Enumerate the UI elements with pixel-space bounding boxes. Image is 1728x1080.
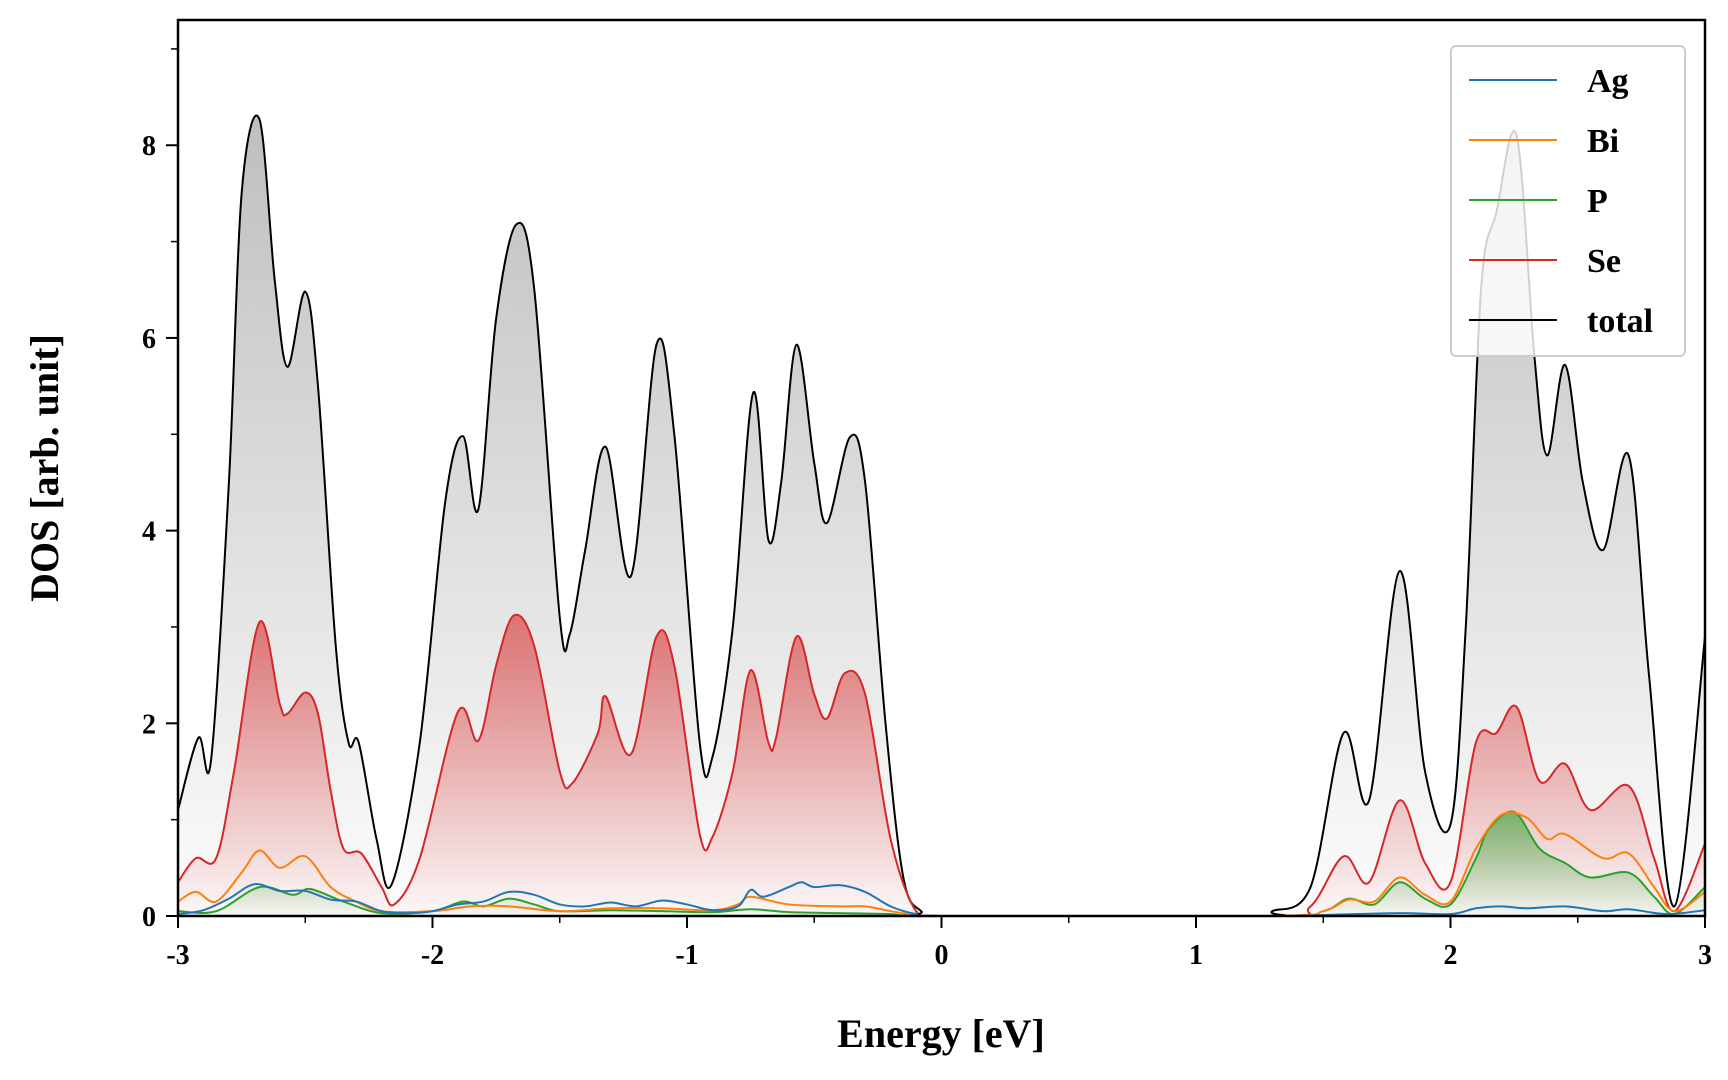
x-tick-label: -3: [166, 940, 189, 971]
x-tick-label: 3: [1698, 940, 1712, 971]
legend-label-total: total: [1587, 303, 1653, 340]
x-tick-label: 1: [1189, 940, 1203, 971]
x-tick-label: 0: [935, 940, 949, 971]
legend-label-se: Se: [1587, 243, 1621, 280]
y-axis-label: DOS [arb. unit]: [22, 334, 67, 602]
legend-box: [1450, 45, 1686, 357]
y-tick-label: 8: [142, 131, 156, 162]
series-line-ag: [177, 881, 1706, 918]
x-tick-label: -2: [421, 940, 444, 971]
y-axis: 0 2 4 6 8: [142, 48, 178, 933]
fill-se: [178, 614, 1705, 916]
fill-p: [178, 811, 1705, 916]
y-tick-label: 6: [142, 324, 156, 355]
x-tick-label: 2: [1444, 940, 1458, 971]
x-axis: -3 -2 -1 0 1 2 3: [166, 916, 1712, 971]
x-tick-label: -1: [675, 940, 698, 971]
series-line-se: [177, 613, 1706, 918]
y-tick-label: 4: [142, 517, 156, 548]
legend-label-bi: Bi: [1587, 123, 1619, 160]
legend-label-p: P: [1587, 183, 1608, 220]
y-tick-label: 0: [142, 902, 156, 933]
y-tick-label: 2: [142, 709, 156, 740]
fill-total: [178, 115, 1705, 916]
legend: Ag Bi P Se total: [1450, 45, 1686, 357]
series-fills: [178, 115, 1705, 916]
legend-label-ag: Ag: [1587, 63, 1629, 100]
series-line-bi: [177, 811, 1706, 918]
x-axis-label: Energy [eV]: [837, 1011, 1045, 1056]
